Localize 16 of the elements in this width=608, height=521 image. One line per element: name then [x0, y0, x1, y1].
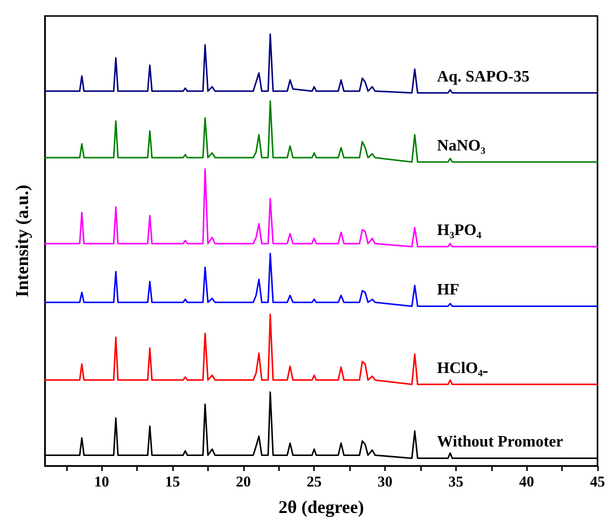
x-tick-label: 20	[236, 474, 251, 490]
series-label: Aq. SAPO-35	[437, 68, 530, 86]
x-axis-title: 2θ (degree)	[278, 497, 364, 517]
x-tick-label: 40	[519, 474, 534, 490]
x-tick-label: 30	[378, 474, 392, 490]
series-label: Without Promoter	[437, 434, 564, 451]
x-tick-label: 35	[448, 474, 464, 490]
series-label: HClO₄₋	[437, 360, 489, 377]
x-tick-label: 10	[94, 474, 110, 490]
y-axis-title: Intensity (a.u.)	[12, 184, 32, 298]
x-tick-label: 15	[165, 474, 180, 490]
x-tick-label: 45	[590, 474, 605, 490]
x-tick-label: 25	[306, 474, 322, 490]
series-label: H₃PO₄	[437, 222, 482, 240]
series-label: NaNO₃	[437, 137, 486, 154]
series-label: HF	[437, 282, 460, 299]
